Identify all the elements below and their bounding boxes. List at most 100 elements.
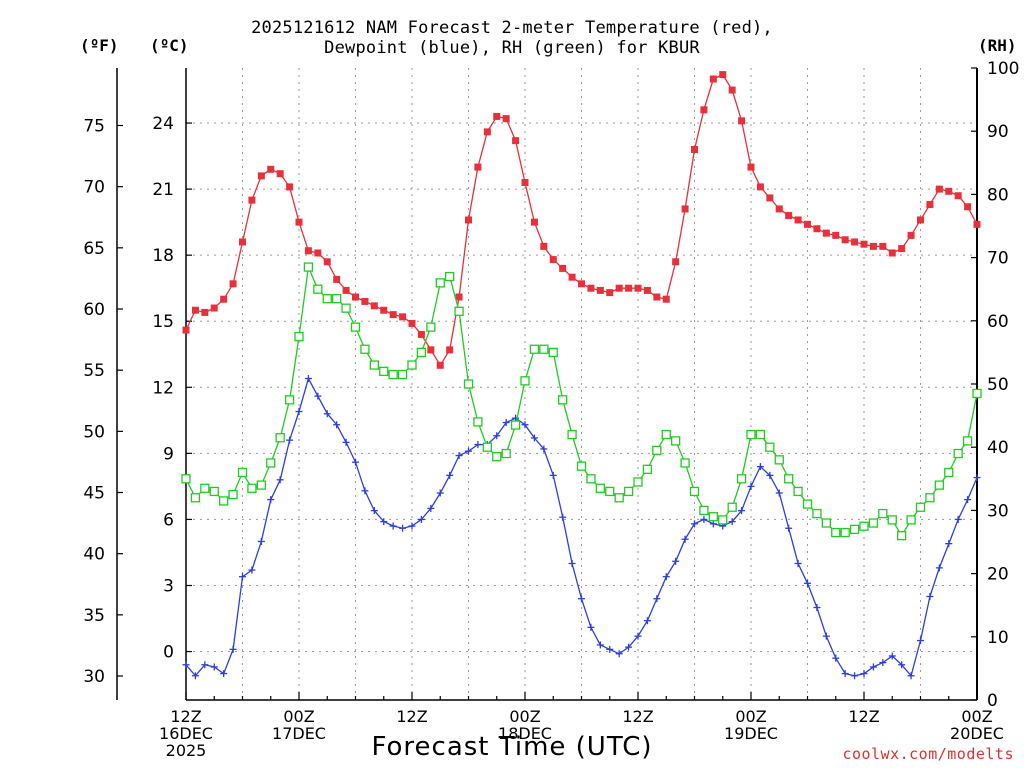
dewpoint-point — [643, 617, 651, 625]
temperature-point — [804, 220, 811, 228]
dewpoint-point — [822, 632, 830, 640]
dewpoint-point — [182, 661, 190, 669]
dewpoint-point — [813, 604, 821, 612]
rh-point — [303, 262, 314, 272]
temperature-point — [352, 293, 359, 301]
rh-point — [313, 284, 323, 294]
rh-point — [784, 474, 794, 484]
axes: 30 35 40 45 50 55 60 65 70 75 0 3 6 9 12 15 18 21 24 0 10 20 3… — [83, 59, 1019, 760]
dewpoint-point — [220, 670, 228, 678]
dewpoint-point — [201, 661, 209, 669]
dewpoint-point — [352, 458, 359, 466]
temperature-point — [549, 256, 557, 264]
temperature-point — [738, 117, 746, 125]
x-axis-title: Forecast Time (UTC) — [371, 732, 653, 762]
temperature-point — [389, 311, 397, 319]
dewpoint-point — [926, 593, 934, 601]
dewpoint-point — [474, 441, 482, 449]
dewpoint-point — [596, 641, 604, 649]
dewpoint-point — [342, 438, 350, 446]
rh-axis-unit: (RH) — [978, 36, 1017, 55]
rh-point — [699, 505, 709, 516]
dewpoint-point — [276, 476, 284, 484]
rh-point — [661, 429, 671, 440]
dewpoint-point — [455, 452, 463, 460]
series — [181, 71, 982, 680]
temperature-point — [973, 220, 981, 228]
dewpoint-point — [323, 410, 331, 418]
dewpoint-point — [446, 471, 454, 479]
temperature-point — [869, 242, 877, 250]
temperature-point — [286, 183, 294, 191]
rh-point — [407, 360, 417, 370]
rh-point — [859, 521, 869, 531]
rh-tick-label: 100 — [987, 59, 1019, 79]
temperature-point — [879, 242, 887, 250]
x-tick-label: 19DEC — [724, 724, 778, 743]
celsius-axis-unit: (ºC) — [150, 36, 189, 55]
temperature-point — [229, 280, 237, 288]
rh-point — [605, 486, 615, 497]
dewpoint-point — [502, 419, 510, 427]
rh-point — [510, 420, 521, 430]
dewpoint-point — [869, 663, 877, 671]
temperature-point — [606, 289, 614, 297]
temperature-point — [483, 128, 491, 136]
rh-point — [671, 436, 681, 446]
temperature-point — [625, 284, 633, 292]
dewpoint-point — [314, 392, 322, 400]
dewpoint-point — [568, 559, 576, 567]
rh-point — [294, 331, 304, 342]
dewpoint-point — [954, 515, 962, 523]
rh-point — [341, 303, 351, 313]
dewpoint-point — [775, 489, 783, 497]
dewpoint-point — [747, 482, 755, 490]
dewpoint-point — [295, 408, 303, 416]
rh-tick-label: 10 — [987, 628, 1009, 648]
celsius-tick-label: 15 — [152, 312, 174, 332]
dewpoint-point — [672, 557, 680, 565]
x-tick-label: 16DEC — [159, 724, 213, 743]
temperature-point — [295, 218, 303, 226]
temperature-point — [201, 308, 209, 316]
dewpoint-point — [493, 432, 501, 440]
fahrenheit-tick-label: 40 — [83, 545, 105, 565]
rh-point — [849, 524, 860, 535]
fahrenheit-axis-unit: (ºF) — [80, 36, 119, 55]
temperature-point — [248, 196, 256, 204]
rh-point — [473, 417, 483, 427]
rh-point — [388, 369, 398, 380]
temperature-point — [596, 286, 604, 294]
dewpoint-point — [917, 637, 924, 645]
temperature-point — [926, 201, 934, 209]
rh-point — [802, 499, 813, 509]
x-tick-label: 18DEC — [498, 724, 552, 743]
temperature-point — [427, 346, 435, 354]
temperature-point — [681, 205, 689, 213]
fahrenheit-tick-label: 30 — [83, 667, 105, 687]
temperature-point — [257, 172, 265, 180]
dewpoint-point — [286, 436, 294, 444]
rh-point — [397, 369, 408, 380]
dewpoint-point — [540, 445, 548, 453]
rh-point — [492, 452, 502, 462]
rh-point — [209, 486, 219, 497]
dewpoint-point — [709, 520, 717, 528]
rh-point — [350, 322, 361, 332]
dewpoint-point — [521, 421, 529, 429]
rh-point — [435, 278, 445, 288]
temperature-point — [672, 258, 680, 266]
temperature-point — [643, 286, 651, 294]
temperature-point — [399, 313, 407, 321]
temperature-point — [634, 284, 642, 292]
temperature-point — [917, 216, 924, 224]
rh-point — [765, 442, 775, 452]
celsius-tick-label: 9 — [163, 444, 174, 464]
temperature-point — [954, 192, 962, 200]
temperature-point — [728, 86, 736, 94]
dewpoint-point — [653, 595, 661, 603]
dewpoint-point — [606, 645, 614, 653]
dewpoint-point — [945, 540, 953, 548]
rh-point — [915, 502, 926, 512]
rh-point — [746, 429, 756, 440]
